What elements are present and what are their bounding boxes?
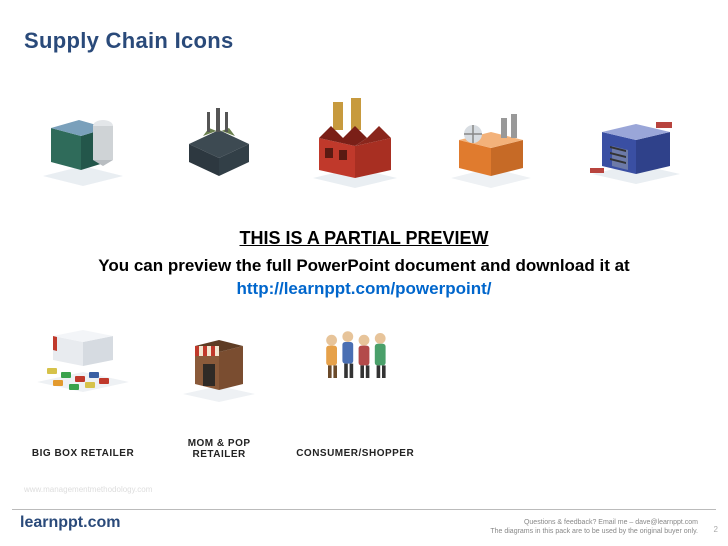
preview-line: You can preview the full PowerPoint docu… [98, 256, 629, 275]
footer-brand: learnppt.com [20, 514, 120, 532]
consumer-icon [305, 310, 405, 410]
preview-banner: THIS IS A PARTIAL PREVIEW You can previe… [0, 218, 728, 315]
icon-bigbox: BIG BOX RETAILER [24, 310, 142, 460]
footer-line1: Questions & feedback? Email me – dave@le… [490, 518, 698, 527]
footer-right: Questions & feedback? Email me – dave@le… [490, 518, 698, 536]
page-number: 2 [714, 525, 718, 534]
icon-warehouse: WAREHOUSE/DISTRIBUTION CENTER [568, 88, 704, 238]
slide-title: Supply Chain Icons [24, 28, 234, 54]
factory-icon [305, 88, 405, 188]
supplier-icon [33, 88, 133, 188]
icon-label: CONSUMER/SHOPPER [296, 448, 414, 460]
icon-raw-material [160, 88, 278, 238]
icon-plant [432, 88, 550, 238]
icon-label: BIG BOX RETAILER [32, 448, 134, 460]
footer-rule [12, 509, 716, 510]
plant-icon [441, 88, 541, 188]
icon-label: MOM & POP RETAILER [160, 438, 278, 460]
preview-heading: THIS IS A PARTIAL PREVIEW [40, 228, 688, 249]
icon-consumer: CONSUMER/SHOPPER [296, 310, 414, 460]
source-line: www.managementmethodology.com [24, 485, 152, 494]
empty-cell-1 [432, 310, 550, 460]
preview-link[interactable]: http://learnppt.com/powerpoint/ [237, 279, 492, 298]
icon-mompop: MOM & POP RETAILER [160, 310, 278, 460]
raw-material-icon [169, 88, 269, 188]
mompop-icon [169, 310, 269, 410]
icon-supplier: SUPPLIER [24, 88, 142, 238]
footer-line2: The diagrams in this pack are to be used… [490, 527, 698, 536]
icon-factory [296, 88, 414, 238]
bigbox-icon [33, 310, 133, 410]
preview-text: You can preview the full PowerPoint docu… [40, 255, 688, 301]
warehouse-icon [586, 88, 686, 188]
empty-cell-2 [568, 310, 704, 460]
